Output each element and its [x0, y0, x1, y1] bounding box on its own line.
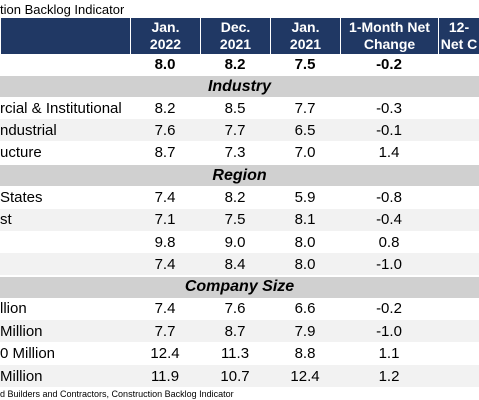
total-value: -0.2: [376, 55, 402, 73]
header-line: 1-Month Net: [349, 19, 430, 35]
cell-value: 5.9: [294, 188, 316, 206]
header-line: Jan.: [151, 19, 180, 35]
total-value: 8.0: [154, 55, 176, 73]
cell-value: 8.7: [224, 322, 246, 340]
cell-value: -0.4: [376, 211, 402, 229]
header-cell: Jan. 2021: [270, 18, 340, 54]
cell-value: 7.5: [224, 211, 246, 229]
cell-value: 7.0: [294, 144, 316, 162]
section-header: Company Size: [0, 276, 479, 298]
source-note: d Builders and Contractors, Construction…: [0, 389, 234, 399]
cell-value: 8.4: [224, 255, 246, 273]
cell-value: -0.1: [376, 121, 402, 139]
row-bg: [0, 365, 479, 387]
row-label: 0 Million: [0, 345, 56, 363]
row-bg: [0, 297, 479, 320]
header-cell: 12- Net C: [438, 18, 479, 54]
cell-value: 6.6: [294, 300, 316, 318]
header-line: 2021: [289, 36, 322, 52]
row-bg: [0, 186, 479, 209]
cell-value: 1.2: [378, 367, 400, 385]
cell-value: 7.4: [154, 300, 176, 318]
cell-value: 1.4: [378, 144, 400, 162]
row-label: llion: [0, 300, 27, 318]
cell-value: 8.0: [294, 255, 316, 273]
cell-value: 8.1: [294, 211, 316, 229]
row-bg: [0, 119, 479, 142]
cell-value: 8.2: [224, 188, 246, 206]
cell-value: 11.9: [150, 367, 180, 385]
cell-value: -1.0: [376, 255, 402, 273]
header-cell: Dec. 2021: [200, 18, 270, 54]
cell-value: -0.3: [376, 99, 402, 117]
row-bg: [0, 231, 479, 253]
header-line: 2021: [219, 36, 252, 52]
cell-value: 6.5: [294, 121, 316, 139]
row-bg: [0, 342, 479, 365]
row-bg: [0, 208, 479, 231]
row-bg: [0, 141, 479, 164]
cell-value: 12.4: [150, 345, 180, 363]
header-bg: [0, 18, 130, 54]
cell-value: 7.3: [224, 144, 246, 162]
header-line: 2022: [149, 36, 182, 52]
cell-value: 8.8: [294, 345, 316, 363]
cell-value: -0.8: [376, 188, 402, 206]
cell-value: 0.8: [378, 233, 400, 251]
header-cell: Jan. 2022: [130, 18, 200, 54]
cell-value: 7.4: [154, 188, 176, 206]
cell-value: 7.9: [294, 322, 316, 340]
cell-value: 10.7: [220, 367, 250, 385]
cell-value: 7.4: [154, 255, 176, 273]
total-value: 7.5: [294, 55, 316, 73]
section-header: Region: [0, 165, 479, 187]
row-bg: [0, 320, 479, 343]
header-line: 12-: [448, 19, 470, 35]
row-label: Million: [0, 322, 43, 340]
cell-value: 11.3: [220, 345, 250, 363]
row-label: ucture: [0, 144, 42, 162]
row-label: st: [0, 211, 12, 229]
cell-value: -0.2: [376, 300, 402, 318]
header-cell: 1-Month Net Change: [340, 18, 438, 54]
header-line: Net C: [440, 36, 478, 52]
cell-value: 12.4: [290, 367, 320, 385]
header-line: Change: [363, 36, 416, 52]
cell-value: 7.1: [154, 211, 176, 229]
cell-value: 9.0: [224, 233, 246, 251]
cell-value: 1.1: [378, 345, 400, 363]
row-label: Million: [0, 367, 43, 385]
cell-value: 8.2: [154, 99, 176, 117]
cell-value: -1.0: [376, 322, 402, 340]
cell-value: 7.6: [224, 300, 246, 318]
total-value: 8.2: [224, 55, 246, 73]
cell-value: 7.7: [224, 121, 246, 139]
cell-value: 9.8: [154, 233, 176, 251]
row-label: States: [0, 188, 43, 206]
cell-value: 7.7: [154, 322, 176, 340]
header-line: Dec.: [220, 19, 251, 35]
row-bg: [0, 97, 479, 119]
cell-value: 8.7: [154, 144, 176, 162]
row-label: ndustrial: [0, 121, 57, 139]
cell-value: 7.6: [154, 121, 176, 139]
header-line: Jan.: [291, 19, 320, 35]
row-bg: [0, 253, 479, 276]
cell-value: 7.7: [294, 99, 316, 117]
cell-value: 8.0: [294, 233, 316, 251]
section-header: Industry: [0, 76, 479, 97]
row-label: rcial & Institutional: [0, 99, 122, 117]
table-title: tion Backlog Indicator: [0, 1, 125, 17]
cell-value: 8.5: [224, 99, 246, 117]
